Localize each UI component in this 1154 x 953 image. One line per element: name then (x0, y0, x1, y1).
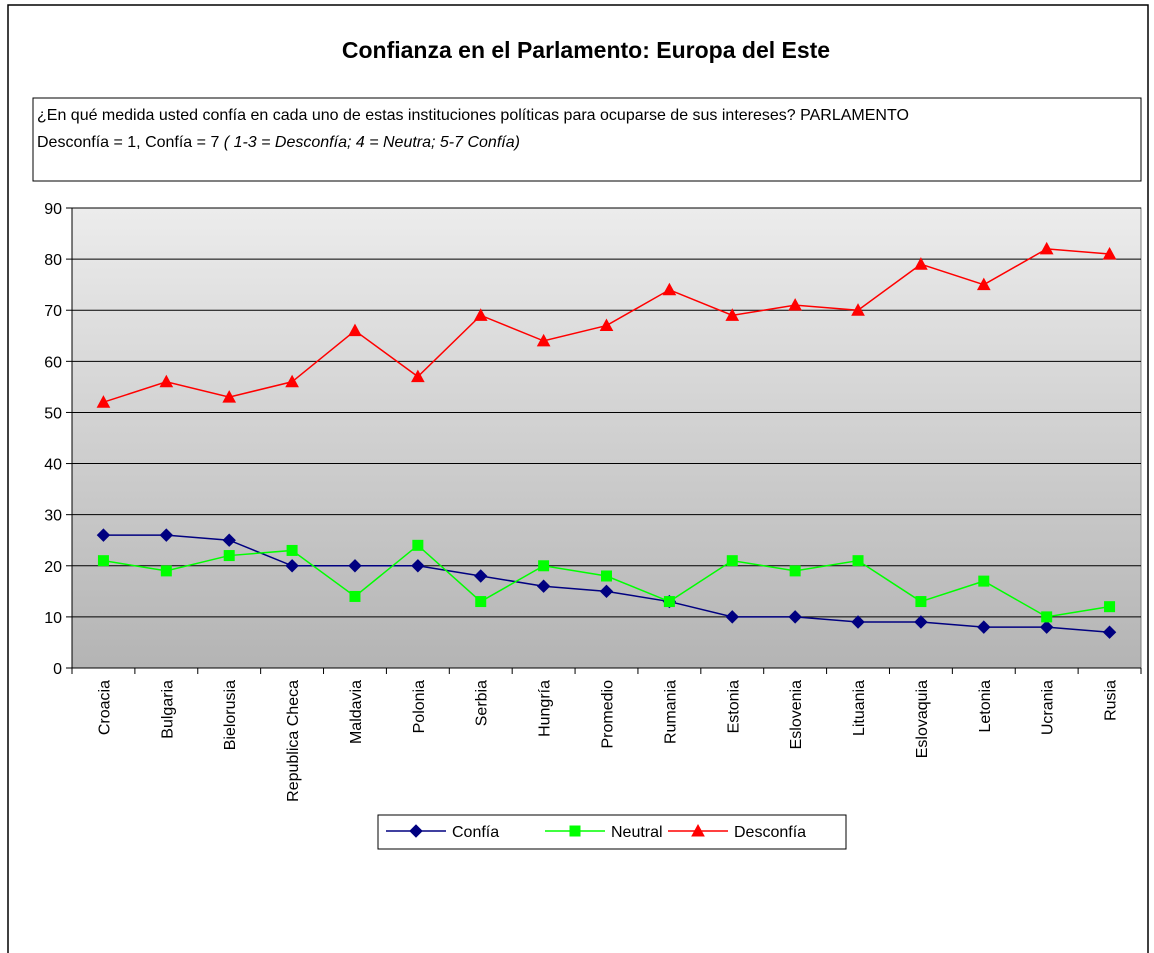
subtitle-box (32, 97, 1142, 182)
data-point (222, 390, 237, 403)
plot-area (71, 207, 1142, 669)
y-tick-label: 50 (44, 405, 62, 422)
subtitle-part: Desconfía = 1, Confía = 7 (37, 134, 219, 151)
y-tick-label: 70 (44, 303, 62, 320)
data-point (96, 395, 111, 408)
data-point (474, 569, 488, 583)
data-point (97, 555, 109, 567)
x-tick-label: Maldavia (348, 680, 365, 744)
data-point (473, 308, 488, 321)
data-point (475, 596, 487, 608)
legend-marker (409, 824, 423, 838)
data-point (915, 596, 927, 608)
data-point (914, 257, 928, 270)
x-tick-label: Polonia (411, 680, 428, 733)
data-point (914, 615, 928, 629)
data-point (538, 560, 550, 572)
x-tick-label: Promedio (600, 680, 617, 749)
data-point (412, 539, 424, 551)
data-point (1102, 625, 1117, 639)
x-tick-label: Bielorusia (222, 680, 239, 750)
data-point (285, 559, 299, 573)
x-tick-label: Eslovaquia (914, 680, 931, 758)
data-point (725, 308, 740, 321)
data-point (851, 303, 865, 316)
data-point (851, 615, 865, 629)
data-point (1039, 241, 1054, 255)
x-tick-label: Letonia (977, 680, 994, 733)
x-tick-label: Serbia (474, 680, 491, 726)
legend-label: Desconfía (734, 824, 806, 841)
legend-label: Confía (452, 824, 499, 841)
data-point (789, 565, 801, 577)
data-point (1039, 620, 1054, 634)
data-point (788, 298, 802, 311)
data-point (1102, 246, 1117, 260)
data-point (852, 555, 864, 567)
data-point (222, 533, 236, 547)
data-point (1041, 611, 1053, 623)
data-point (1104, 601, 1116, 613)
x-tick-label: Rumania (662, 680, 679, 744)
y-tick-label: 90 (44, 201, 62, 218)
data-point (599, 318, 614, 332)
data-point (159, 528, 174, 542)
legend-label: Neutral (611, 824, 663, 841)
data-point (663, 596, 675, 608)
y-tick-label: 80 (44, 252, 62, 269)
subtitle-part: ( 1-3 = Desconfía; 4 = Neutra; 5-7 Confí… (224, 134, 520, 151)
x-tick-label: Estonia (725, 680, 742, 733)
data-point (726, 555, 738, 567)
y-tick-label: 40 (44, 457, 62, 474)
x-tick-label: Lituania (851, 680, 868, 736)
subtitle: ¿En qué medida usted confía en cada uno … (37, 107, 909, 124)
data-point (978, 575, 990, 587)
legend (377, 814, 847, 850)
data-point (599, 584, 614, 599)
subtitle: Desconfía = 1, Confía = 7 ( 1-3 = Descon… (37, 134, 520, 151)
legend-marker (569, 825, 581, 837)
data-point (662, 282, 677, 296)
x-tick-label: Bulgaria (159, 680, 176, 739)
data-point (159, 374, 174, 388)
chart-title: Confianza en el Parlamento: Europa del E… (342, 37, 830, 63)
y-tick-label: 60 (44, 354, 62, 371)
data-point (223, 550, 235, 562)
y-tick-label: 0 (53, 661, 62, 678)
y-tick-label: 10 (44, 610, 62, 627)
data-point (411, 559, 425, 573)
y-tick-label: 20 (44, 559, 62, 576)
data-point (788, 610, 802, 624)
x-tick-label: Rusia (1103, 680, 1120, 721)
data-point (601, 570, 612, 582)
data-point (349, 590, 361, 602)
y-tick-label: 30 (44, 508, 62, 525)
x-tick-label: Eslovenia (788, 680, 805, 749)
data-point (725, 610, 739, 624)
data-point (285, 374, 299, 388)
data-point (976, 277, 991, 291)
x-tick-label: Ucrania (1040, 680, 1057, 735)
data-point (160, 565, 172, 577)
data-point (411, 369, 425, 383)
x-tick-label: Republica Checa (285, 680, 302, 802)
x-tick-label: Hungría (537, 680, 554, 737)
data-point (536, 579, 551, 593)
data-point (96, 528, 111, 542)
data-point (286, 544, 298, 556)
x-tick-label: Croacia (96, 680, 113, 735)
data-point (348, 559, 362, 573)
data-point (977, 620, 991, 634)
data-point (348, 323, 362, 337)
legend-marker (691, 823, 705, 837)
data-point (536, 333, 551, 347)
